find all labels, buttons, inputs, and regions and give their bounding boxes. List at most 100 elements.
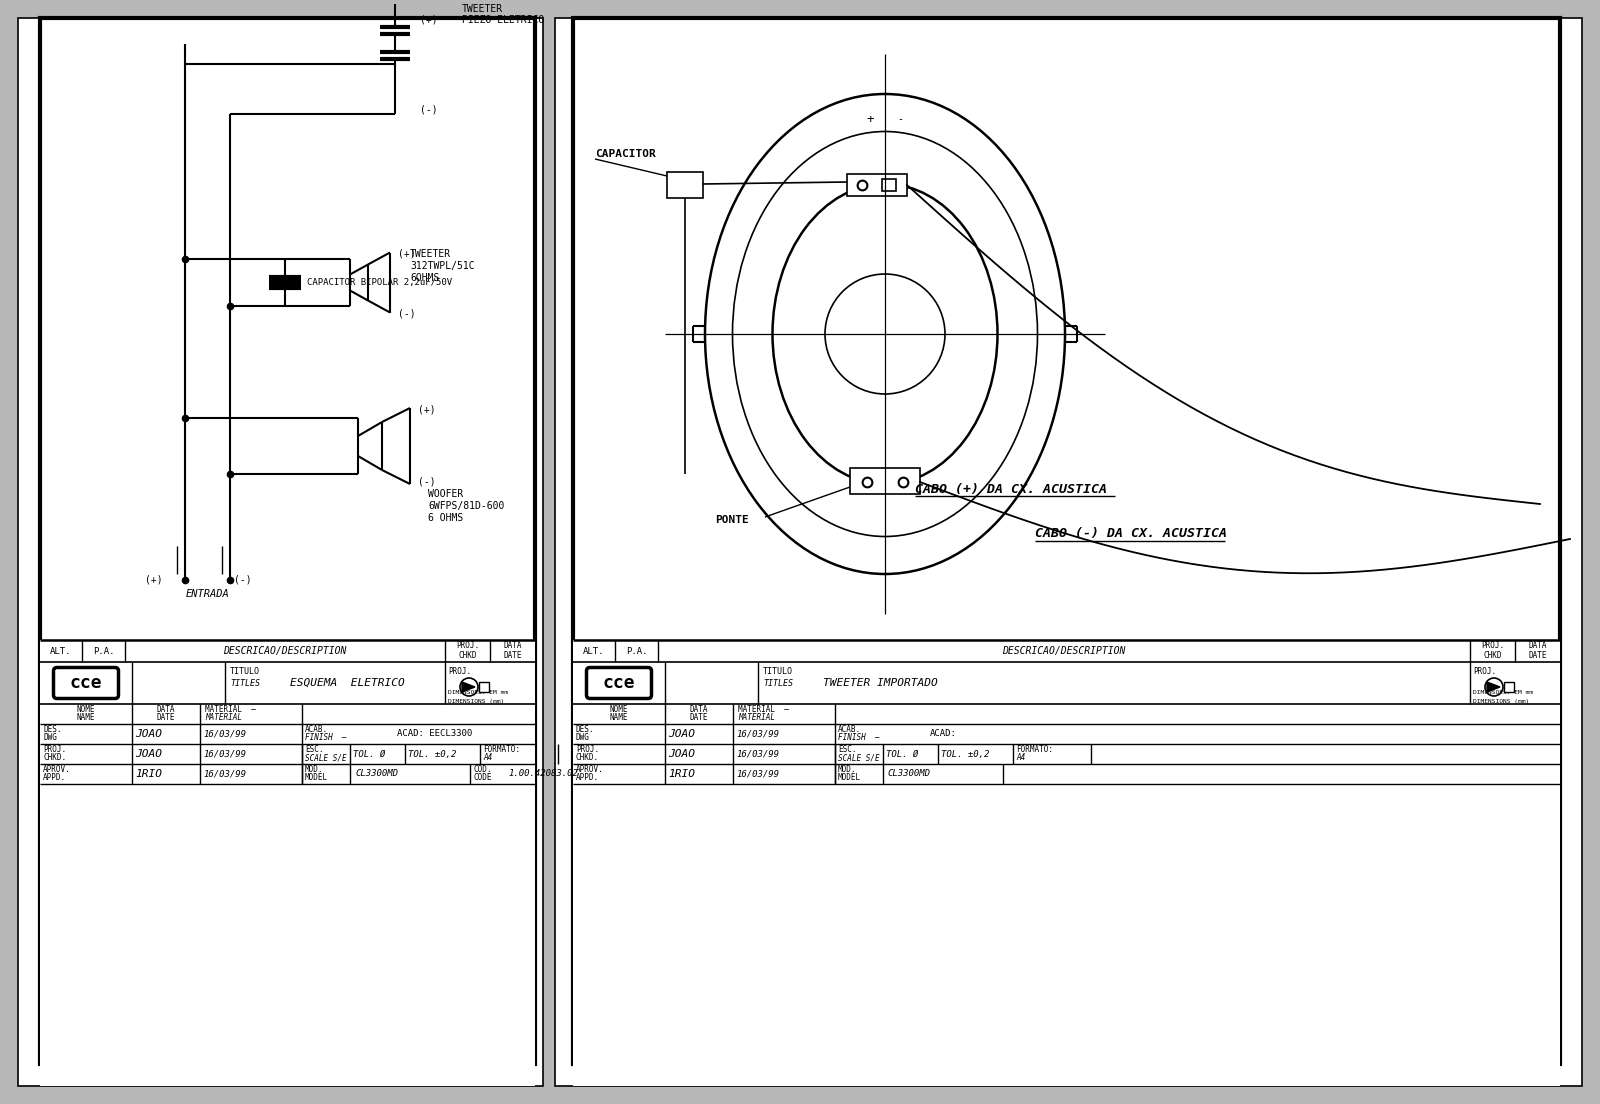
Text: PROJ.: PROJ. bbox=[456, 641, 478, 650]
Text: CHKD.: CHKD. bbox=[576, 754, 598, 763]
Text: MODEL: MODEL bbox=[306, 774, 328, 783]
Text: FORMATO:: FORMATO: bbox=[1016, 745, 1053, 754]
Text: ESC.: ESC. bbox=[306, 745, 323, 754]
Bar bbox=[40, 18, 534, 1064]
Bar bbox=[667, 172, 702, 198]
Text: DATA: DATA bbox=[157, 705, 176, 714]
Text: 16/03/99: 16/03/99 bbox=[203, 750, 246, 758]
Text: ALT.: ALT. bbox=[50, 647, 72, 656]
FancyBboxPatch shape bbox=[53, 668, 118, 699]
Text: TWEETER: TWEETER bbox=[462, 4, 502, 14]
Bar bbox=[1504, 682, 1514, 692]
Bar bbox=[882, 179, 896, 191]
Text: PIEZO ELETRICO: PIEZO ELETRICO bbox=[462, 15, 544, 25]
Text: DATE: DATE bbox=[1528, 650, 1547, 659]
Text: FINISH  —: FINISH — bbox=[838, 733, 880, 743]
Text: 16/03/99: 16/03/99 bbox=[203, 730, 246, 739]
Text: ESC.: ESC. bbox=[838, 745, 856, 754]
Text: (-): (-) bbox=[418, 477, 435, 487]
Text: DES.: DES. bbox=[576, 725, 595, 734]
Bar bbox=[555, 18, 1582, 1086]
Text: TITULO: TITULO bbox=[230, 668, 259, 677]
Text: 1RIO: 1RIO bbox=[134, 769, 162, 779]
Text: JOAO: JOAO bbox=[669, 729, 694, 739]
Text: 16/03/99: 16/03/99 bbox=[203, 769, 246, 778]
Text: CHKD: CHKD bbox=[458, 650, 477, 659]
Text: DIMENSIONS (mm): DIMENSIONS (mm) bbox=[448, 699, 504, 703]
Text: TITULO: TITULO bbox=[763, 668, 794, 677]
Text: CABO (+) DA CX. ACUSTICA: CABO (+) DA CX. ACUSTICA bbox=[915, 482, 1107, 496]
Text: DWG: DWG bbox=[43, 733, 58, 743]
Text: (+): (+) bbox=[418, 405, 435, 415]
Text: PROJ.: PROJ. bbox=[448, 667, 470, 676]
Bar bbox=[573, 640, 1560, 1086]
Text: APROV.: APROV. bbox=[43, 765, 70, 775]
Text: (-): (-) bbox=[419, 104, 438, 114]
Text: WOOFER: WOOFER bbox=[429, 489, 464, 499]
Bar bbox=[573, 18, 1560, 1064]
Text: APPD.: APPD. bbox=[43, 774, 66, 783]
Text: DESCRICAO/DESCRIPTION: DESCRICAO/DESCRIPTION bbox=[224, 646, 347, 656]
Text: P.A.: P.A. bbox=[626, 647, 648, 656]
Text: 16/03/99: 16/03/99 bbox=[736, 769, 779, 778]
Bar bbox=[478, 682, 490, 692]
Text: 6OHMS: 6OHMS bbox=[410, 273, 440, 283]
Polygon shape bbox=[462, 682, 475, 692]
Text: PROJ.: PROJ. bbox=[1482, 641, 1504, 650]
Bar bbox=[40, 640, 534, 1086]
Text: cce: cce bbox=[603, 675, 635, 692]
Text: PROJ.: PROJ. bbox=[43, 745, 66, 754]
Text: P.A.: P.A. bbox=[93, 647, 114, 656]
Text: MOD.: MOD. bbox=[838, 765, 856, 775]
Text: TOL. ±0,2: TOL. ±0,2 bbox=[941, 750, 989, 758]
Text: CODE: CODE bbox=[474, 774, 491, 783]
Text: 6 OHMS: 6 OHMS bbox=[429, 513, 464, 523]
Text: JOAO: JOAO bbox=[669, 749, 694, 760]
Text: -: - bbox=[898, 114, 902, 124]
Text: TOL. Ø: TOL. Ø bbox=[354, 750, 386, 758]
Text: DESCRICAO/DESCRIPTION: DESCRICAO/DESCRIPTION bbox=[1002, 646, 1126, 656]
Text: A4: A4 bbox=[1016, 754, 1026, 763]
Text: (+): (+) bbox=[419, 14, 438, 24]
Text: 1RIO: 1RIO bbox=[669, 769, 694, 779]
Text: ACAB.: ACAB. bbox=[306, 725, 328, 734]
Text: DIMENSIONS (mm): DIMENSIONS (mm) bbox=[1474, 699, 1530, 703]
Text: (-): (-) bbox=[234, 575, 251, 585]
Text: DATE: DATE bbox=[504, 650, 522, 659]
Text: ESQUEMA  ELETRICO: ESQUEMA ELETRICO bbox=[290, 678, 405, 688]
Text: 16/03/99: 16/03/99 bbox=[736, 750, 779, 758]
Text: MATERIAL  —: MATERIAL — bbox=[738, 705, 789, 714]
Text: NOME: NOME bbox=[610, 705, 629, 714]
Text: (+): (+) bbox=[146, 575, 163, 585]
Text: 1.00.42083.02: 1.00.42083.02 bbox=[509, 769, 578, 778]
Text: NOME: NOME bbox=[77, 705, 96, 714]
Text: DATE: DATE bbox=[157, 713, 176, 722]
Text: +: + bbox=[866, 113, 874, 126]
Bar bbox=[18, 18, 542, 1086]
Text: DATA: DATA bbox=[1528, 641, 1547, 650]
Text: TITLES: TITLES bbox=[230, 679, 259, 689]
Text: TOL. Ø: TOL. Ø bbox=[886, 750, 918, 758]
Text: APPD.: APPD. bbox=[576, 774, 598, 783]
Text: DES.: DES. bbox=[43, 725, 61, 734]
Text: DIMENSOES: EM mm: DIMENSOES: EM mm bbox=[1474, 690, 1533, 694]
Text: PROJ.: PROJ. bbox=[1474, 667, 1496, 676]
Text: COD.: COD. bbox=[474, 765, 491, 775]
Text: DIMENSOES: EM mm: DIMENSOES: EM mm bbox=[448, 690, 509, 694]
Text: 16/03/99: 16/03/99 bbox=[736, 730, 779, 739]
Text: 312TWPL/51C: 312TWPL/51C bbox=[410, 261, 475, 270]
Text: CABO (-) DA CX. ACUSTICA: CABO (-) DA CX. ACUSTICA bbox=[1035, 528, 1227, 541]
Text: cce: cce bbox=[70, 675, 102, 692]
Text: MODEL: MODEL bbox=[838, 774, 861, 783]
Text: MOD.: MOD. bbox=[306, 765, 323, 775]
Text: CL3300MD: CL3300MD bbox=[888, 769, 931, 778]
Text: NAME: NAME bbox=[77, 713, 96, 722]
Text: ENTRADA: ENTRADA bbox=[186, 590, 229, 599]
Text: CHKD.: CHKD. bbox=[43, 754, 66, 763]
Text: ACAB.: ACAB. bbox=[838, 725, 861, 734]
Text: PONTE: PONTE bbox=[715, 514, 749, 526]
Text: DWG: DWG bbox=[576, 733, 590, 743]
Text: SCALE S/E: SCALE S/E bbox=[838, 754, 880, 763]
Text: MATERIAL: MATERIAL bbox=[738, 713, 774, 722]
Text: A4: A4 bbox=[483, 754, 493, 763]
